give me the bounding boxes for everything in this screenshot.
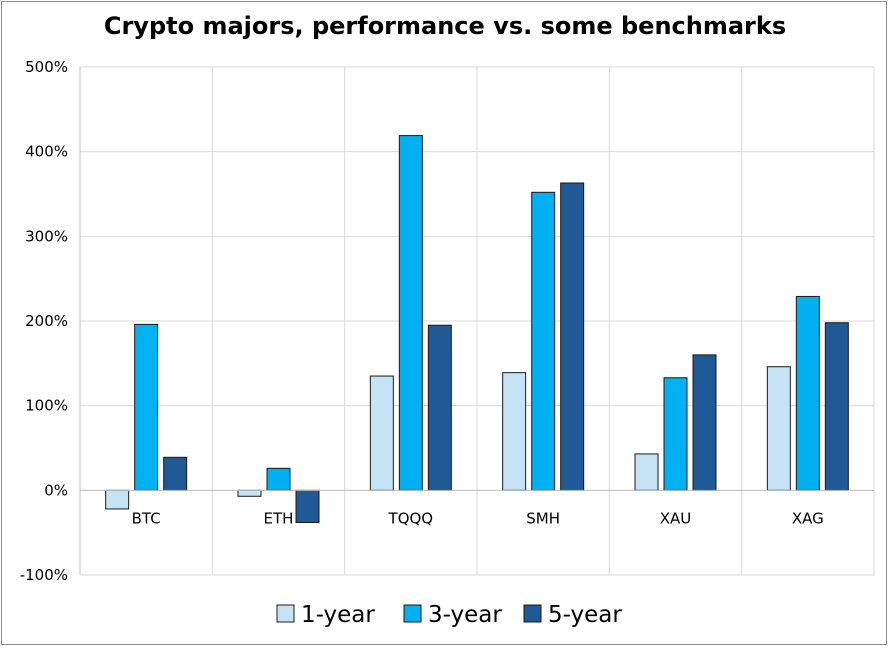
bar-xau-3-year bbox=[663, 377, 688, 491]
grid-lines bbox=[79, 66, 875, 576]
y-tick-label: 500% bbox=[25, 58, 68, 76]
bar-xag-3-year bbox=[795, 295, 820, 491]
bar-tqqq-1-year bbox=[369, 375, 394, 491]
bars bbox=[105, 135, 849, 524]
bar-btc-1-year bbox=[105, 489, 130, 510]
bar-btc-3-year bbox=[134, 323, 159, 491]
x-category-label: XAU bbox=[660, 509, 692, 527]
bar-eth-5-year bbox=[295, 489, 320, 524]
y-tick-label: 200% bbox=[25, 312, 68, 330]
legend-label: 1-year bbox=[301, 602, 375, 628]
bar-smh-5-year bbox=[560, 182, 585, 491]
x-category-label: SMH bbox=[526, 509, 560, 527]
legend-swatch bbox=[403, 604, 422, 623]
bar-eth-3-year bbox=[266, 467, 291, 491]
y-tick-label: 300% bbox=[25, 227, 68, 245]
x-category-label: ETH bbox=[264, 509, 294, 527]
bar-eth-1-year bbox=[237, 489, 262, 497]
legend-swatch bbox=[276, 604, 295, 623]
x-category-label: BTC bbox=[132, 509, 161, 527]
labels: -100% 0% 100% 200% 300% 400% 500% BTC ETH TQQQ SMH… bbox=[20, 58, 824, 584]
legend-swatch bbox=[523, 604, 542, 623]
y-tick-label: -100% bbox=[20, 566, 68, 584]
bar-tqqq-3-year bbox=[398, 135, 423, 491]
bar-xag-1-year bbox=[766, 366, 791, 491]
x-category-label: XAG bbox=[792, 509, 824, 527]
axes bbox=[79, 67, 874, 575]
bar-xau-5-year bbox=[692, 354, 717, 491]
legend-label: 5-year bbox=[548, 602, 622, 628]
x-category-label: TQQQ bbox=[388, 509, 434, 527]
bar-xag-5-year bbox=[824, 322, 849, 491]
bar-smh-3-year bbox=[531, 191, 556, 491]
bar-tqqq-5-year bbox=[427, 324, 452, 491]
bar-btc-5-year bbox=[163, 456, 188, 491]
legend: 1-year 3-year 5-year bbox=[276, 602, 622, 628]
legend-label: 3-year bbox=[428, 602, 502, 628]
chart-title: Crypto majors, performance vs. some benc… bbox=[103, 12, 787, 40]
y-tick-label: 400% bbox=[25, 143, 68, 161]
y-tick-label: 0% bbox=[44, 481, 68, 499]
y-tick-label: 100% bbox=[25, 397, 68, 415]
bar-smh-1-year bbox=[502, 372, 527, 491]
bar-xau-1-year bbox=[634, 453, 659, 491]
